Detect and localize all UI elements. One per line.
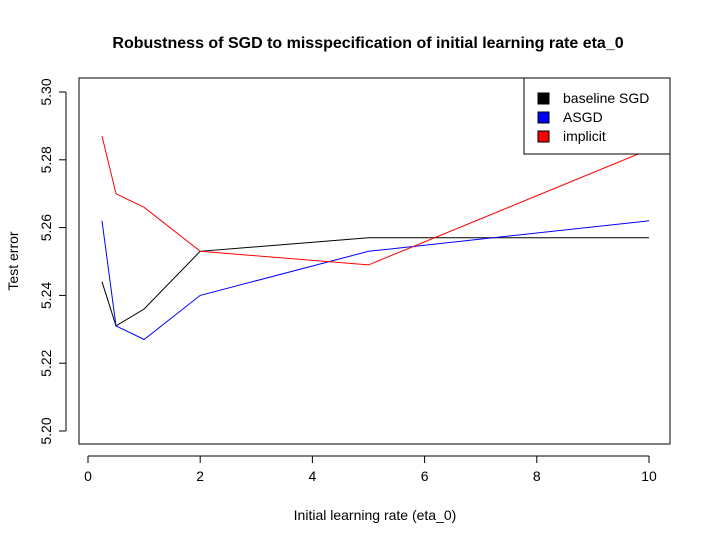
chart-title: Robustness of SGD to misspecification of… xyxy=(112,35,623,52)
y-tick-label: 5.28 xyxy=(38,146,54,173)
x-axis-label: Initial learning rate (eta_0) xyxy=(294,507,457,523)
legend-swatch xyxy=(537,130,550,143)
x-tick-label: 10 xyxy=(641,468,657,484)
legend-swatch xyxy=(537,92,550,105)
series-line-implicit xyxy=(101,135,650,266)
legend: baseline SGD ASGD implicit xyxy=(523,77,671,155)
legend-label: implicit xyxy=(563,128,606,144)
series-line-baseline-sgd xyxy=(101,237,649,327)
x-axis: 0 2 4 6 8 10 xyxy=(84,455,657,484)
series-lines xyxy=(101,135,650,341)
y-tick-label: 5.30 xyxy=(38,78,54,105)
y-axis-label: Test error xyxy=(5,231,21,290)
legend-label: ASGD xyxy=(563,109,603,125)
x-tick-label: 2 xyxy=(196,468,204,484)
x-tick-label: 8 xyxy=(533,468,541,484)
plot-area xyxy=(78,77,671,445)
x-tick-label: 0 xyxy=(84,468,92,484)
y-tick-label: 5.24 xyxy=(38,282,54,309)
y-axis: 5.20 5.22 5.24 5.26 5.28 5.30 xyxy=(38,78,67,445)
x-tick-label: 6 xyxy=(421,468,429,484)
legend-swatch xyxy=(537,111,550,124)
y-tick-label: 5.22 xyxy=(38,349,54,376)
legend-label: baseline SGD xyxy=(563,90,649,106)
x-tick-label: 4 xyxy=(309,468,317,484)
y-tick-label: 5.20 xyxy=(38,417,54,444)
y-tick-label: 5.26 xyxy=(38,214,54,241)
